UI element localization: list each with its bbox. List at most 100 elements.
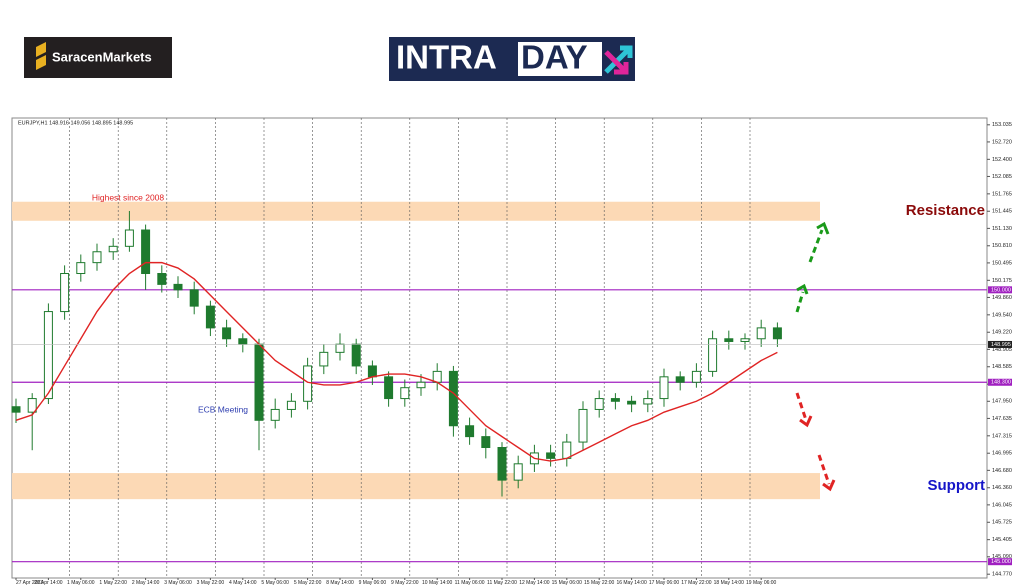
x-tick-label: 1 May 22:00	[99, 580, 127, 586]
banner: INTRA DAY	[389, 37, 635, 81]
x-tick-label: 15 May 22:00	[584, 580, 615, 586]
y-tick-label: 153.035	[992, 122, 1012, 128]
y-tick-label: 152.720	[992, 139, 1012, 145]
arrow-head	[799, 415, 813, 428]
y-tick-label: 149.860	[992, 295, 1012, 301]
x-tick-label: 16 May 14:00	[616, 580, 647, 586]
arrow-up	[795, 291, 805, 313]
x-tick-label: 28 Apr 14:00	[34, 580, 63, 586]
candle-body	[708, 338, 718, 372]
candle-body	[108, 245, 118, 253]
zone-label: Resistance	[906, 202, 985, 219]
y-tick-label: 146.680	[992, 468, 1012, 474]
level-label: 145.000	[991, 559, 1011, 565]
candle-body	[189, 289, 199, 307]
arrow-head	[796, 283, 809, 295]
candle-body	[610, 398, 620, 402]
level-label: 148.300	[991, 380, 1011, 386]
moving-average	[15, 261, 778, 462]
brand-icon	[36, 42, 46, 70]
last-price-label: 148.995	[991, 342, 1011, 348]
y-tick-label: 145.725	[992, 520, 1012, 526]
y-tick-label: 149.540	[992, 312, 1012, 318]
y-tick-label: 145.405	[992, 537, 1012, 543]
candle-body	[351, 343, 361, 367]
annotation: ECB Meeting	[198, 404, 248, 414]
banner-arrow-down	[604, 50, 629, 75]
direction-arrows	[795, 221, 836, 492]
candle-body	[465, 425, 475, 438]
candle-body	[205, 305, 215, 329]
y-tick-label: 151.765	[992, 191, 1012, 197]
x-tick-label: 3 May 22:00	[197, 580, 225, 586]
arrow-head	[822, 479, 836, 492]
candle-body	[659, 376, 669, 400]
y-tick-label: 148.905	[992, 347, 1012, 353]
candle-body	[11, 406, 21, 413]
candle-body	[691, 370, 701, 383]
last-price-tag	[988, 340, 1012, 348]
x-tick-label: 5 May 22:00	[294, 580, 322, 586]
x-tick-label: 15 May 06:00	[552, 580, 583, 586]
y-tick-label: 148.585	[992, 364, 1012, 370]
x-tick-label: 18 May 14:00	[714, 580, 745, 586]
level-tag	[988, 286, 1012, 294]
candle-body	[448, 370, 458, 427]
x-tick-label: 4 May 14:00	[229, 580, 257, 586]
candle-body	[400, 387, 410, 400]
arrow-up	[808, 229, 824, 263]
banner-left: INTRA	[396, 39, 497, 76]
candle-body	[303, 365, 313, 402]
zone-label: Support	[928, 477, 986, 494]
banner-inner	[518, 42, 602, 76]
y-tick-label: 151.130	[992, 226, 1012, 232]
plot: Resistance Support 153.035 152.720 152.400 15…	[11, 118, 1012, 586]
candle-body	[740, 338, 750, 342]
candle-body	[724, 338, 734, 342]
arrow-head	[816, 221, 830, 235]
candle-body	[627, 400, 637, 405]
y-tick-label: 150.810	[992, 243, 1012, 249]
candle-body	[286, 400, 296, 410]
candle-body	[384, 376, 394, 400]
banner-right: DAY	[521, 39, 588, 76]
candle-body	[27, 398, 37, 413]
arrow-down	[817, 454, 831, 485]
candle-body	[367, 365, 377, 378]
x-tick-label: 2 May 14:00	[132, 580, 160, 586]
y-tick-label: 146.360	[992, 485, 1012, 491]
y-tick-label: 150.495	[992, 260, 1012, 266]
brand-box	[24, 37, 172, 78]
y-tick-label: 152.085	[992, 174, 1012, 180]
x-tick-label: 8 May 14:00	[326, 580, 354, 586]
brand-logo: SaracenMarkets	[24, 37, 172, 78]
candle-body	[319, 351, 329, 367]
candle-body	[335, 343, 345, 353]
candle-body	[546, 452, 556, 459]
candle-body	[416, 381, 426, 389]
x-tick-label: 17 May 06:00	[649, 580, 680, 586]
candle-body	[497, 447, 507, 481]
candle-body	[124, 229, 134, 247]
level-label: 150.000	[991, 287, 1011, 293]
candle-body	[675, 376, 685, 383]
x-tick-label: 17 May 22:00	[681, 580, 712, 586]
y-tick-label: 151.445	[992, 209, 1012, 215]
arrow-down	[795, 392, 808, 421]
x-tick-label: 19 May 06:00	[746, 580, 777, 586]
level-tag	[988, 378, 1012, 386]
x-tick-label: 10 May 14:00	[422, 580, 453, 586]
candle-body	[772, 327, 782, 340]
plot-frame	[11, 117, 988, 579]
x-tick-label: 11 May 22:00	[487, 580, 517, 586]
brand-name: SaracenMarkets	[52, 49, 152, 64]
y-tick-label: 149.220	[992, 330, 1012, 336]
candle-body	[578, 408, 588, 443]
x-tick-label: 9 May 22:00	[391, 580, 419, 586]
x-tick-label: 27 Apr 2023	[16, 580, 43, 586]
symbol-label: EURJPY,H1 148.916 149.056 148.895 148.99…	[18, 120, 133, 126]
y-tick-label: 152.400	[992, 157, 1012, 163]
candle-body	[238, 338, 248, 345]
candle-body	[222, 327, 232, 340]
candle-body	[76, 262, 86, 275]
